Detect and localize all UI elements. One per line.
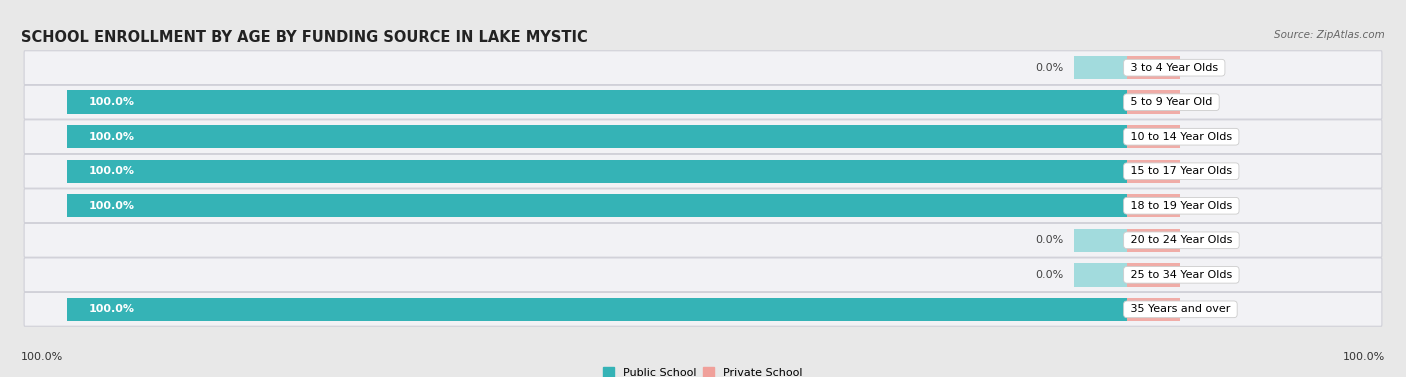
Text: 0.0%: 0.0% <box>1035 235 1063 245</box>
Bar <box>67 125 1128 149</box>
Text: 0.0%: 0.0% <box>1191 63 1219 73</box>
Text: 100.0%: 100.0% <box>89 304 134 314</box>
Bar <box>1128 56 1180 80</box>
Text: Source: ZipAtlas.com: Source: ZipAtlas.com <box>1274 30 1385 40</box>
Bar <box>67 159 1128 183</box>
Text: 0.0%: 0.0% <box>1035 63 1063 73</box>
Text: 0.0%: 0.0% <box>1035 270 1063 280</box>
Text: 0.0%: 0.0% <box>1191 166 1219 176</box>
Bar <box>1128 159 1180 183</box>
Bar <box>1128 194 1180 218</box>
Bar <box>1074 228 1128 252</box>
Text: 35 Years and over: 35 Years and over <box>1128 304 1234 314</box>
Text: 20 to 24 Year Olds: 20 to 24 Year Olds <box>1128 235 1236 245</box>
Text: 0.0%: 0.0% <box>1191 270 1219 280</box>
Text: 100.0%: 100.0% <box>89 132 134 142</box>
Bar <box>1128 297 1180 321</box>
Text: 10 to 14 Year Olds: 10 to 14 Year Olds <box>1128 132 1236 142</box>
FancyBboxPatch shape <box>24 223 1382 257</box>
Text: 18 to 19 Year Olds: 18 to 19 Year Olds <box>1128 201 1236 211</box>
FancyBboxPatch shape <box>24 258 1382 292</box>
Bar <box>67 90 1128 114</box>
Text: 3 to 4 Year Olds: 3 to 4 Year Olds <box>1128 63 1222 73</box>
Legend: Public School, Private School: Public School, Private School <box>603 367 803 377</box>
FancyBboxPatch shape <box>24 51 1382 84</box>
Text: SCHOOL ENROLLMENT BY AGE BY FUNDING SOURCE IN LAKE MYSTIC: SCHOOL ENROLLMENT BY AGE BY FUNDING SOUR… <box>21 30 588 45</box>
Text: 100.0%: 100.0% <box>89 166 134 176</box>
Bar <box>1128 90 1180 114</box>
Text: 5 to 9 Year Old: 5 to 9 Year Old <box>1128 97 1216 107</box>
Text: 0.0%: 0.0% <box>1191 97 1219 107</box>
Bar <box>67 194 1128 218</box>
Text: 0.0%: 0.0% <box>1191 201 1219 211</box>
Text: 25 to 34 Year Olds: 25 to 34 Year Olds <box>1128 270 1236 280</box>
FancyBboxPatch shape <box>24 293 1382 326</box>
Text: 100.0%: 100.0% <box>1343 352 1385 362</box>
Bar <box>1128 263 1180 287</box>
Bar <box>1074 263 1128 287</box>
FancyBboxPatch shape <box>24 189 1382 223</box>
Bar <box>1128 125 1180 149</box>
Text: 0.0%: 0.0% <box>1191 132 1219 142</box>
Text: 0.0%: 0.0% <box>1191 304 1219 314</box>
Text: 100.0%: 100.0% <box>89 97 134 107</box>
Text: 0.0%: 0.0% <box>1191 235 1219 245</box>
FancyBboxPatch shape <box>24 154 1382 188</box>
FancyBboxPatch shape <box>24 85 1382 119</box>
Text: 100.0%: 100.0% <box>21 352 63 362</box>
Bar <box>67 297 1128 321</box>
Text: 15 to 17 Year Olds: 15 to 17 Year Olds <box>1128 166 1236 176</box>
Bar <box>1074 56 1128 80</box>
FancyBboxPatch shape <box>24 120 1382 154</box>
Text: 100.0%: 100.0% <box>89 201 134 211</box>
Bar <box>1128 228 1180 252</box>
